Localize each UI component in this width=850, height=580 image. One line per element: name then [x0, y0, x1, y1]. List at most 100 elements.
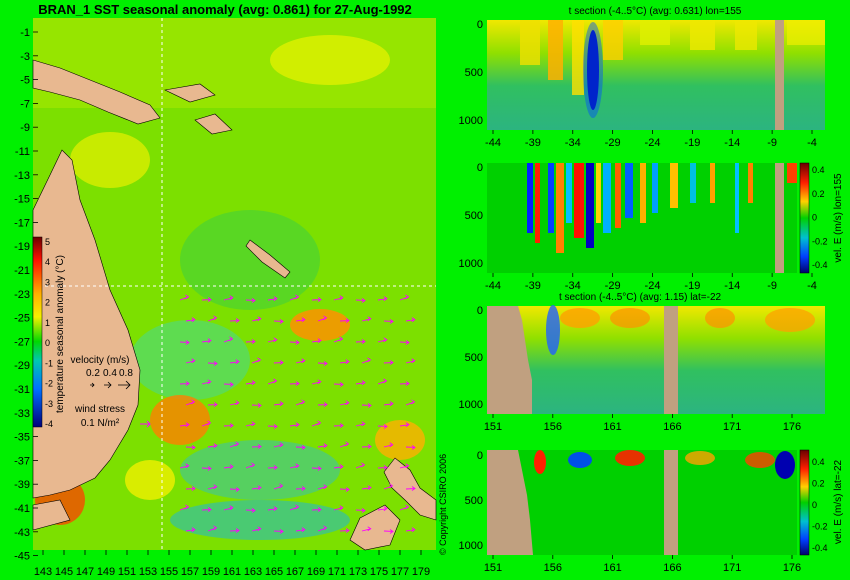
y-tick-label: 500	[465, 352, 483, 364]
wind-arrow	[179, 463, 190, 469]
wind-arrow	[245, 339, 256, 344]
x-tick-label: 156	[544, 421, 562, 433]
colorbar-tick: -0.2	[812, 236, 828, 246]
wind-arrow	[185, 317, 196, 323]
wind-arrow	[273, 360, 284, 365]
wind-arrow	[229, 528, 240, 533]
map-colorbar-tick: 5	[45, 237, 50, 247]
panel4-colorbar	[799, 449, 810, 556]
lon-tick-label: 153	[139, 566, 157, 578]
wind-arrow	[185, 486, 196, 491]
wind-arrow	[207, 315, 218, 322]
wind-arrow	[201, 379, 212, 385]
y-tick-label: 0	[477, 162, 483, 174]
wind-arrow	[245, 462, 256, 469]
velocity-legend-title: velocity (m/s)	[71, 355, 130, 366]
map-colorbar-tick: -1	[45, 358, 53, 368]
lon-tick-label: 163	[244, 566, 262, 578]
wind-arrow	[295, 317, 306, 323]
wind-arrow	[179, 504, 190, 511]
wind-arrow	[245, 421, 256, 427]
y-tick-label: 1000	[459, 540, 483, 552]
x-tick-label: 166	[663, 421, 681, 433]
wind-arrow	[273, 442, 284, 448]
wind-arrow	[289, 463, 300, 469]
lon-tick-label: 179	[412, 566, 430, 578]
lat-tick-label: -11	[15, 146, 30, 158]
panel2-colorbar	[799, 162, 810, 274]
wind-arrow	[383, 442, 394, 448]
wind-arrow	[251, 357, 262, 364]
wind-arrow	[355, 421, 366, 427]
x-tick-label: 151	[484, 562, 502, 574]
lon-tick-label: 173	[349, 566, 367, 578]
lat-tick-label: -23	[14, 289, 30, 301]
velocity-legend-v3: 0.8	[119, 368, 133, 379]
wind-arrow	[229, 487, 240, 492]
lat-tick-label: -21	[14, 265, 30, 277]
map-colorbar-tick: 0	[45, 338, 50, 348]
colorbar-tick: 0.4	[812, 165, 825, 175]
wind-arrow	[377, 424, 388, 429]
wind-arrow	[355, 380, 366, 386]
x-tick-label: 176	[783, 421, 801, 433]
wind-arrow	[229, 441, 240, 448]
wind-arrow	[339, 528, 350, 533]
lat-tick-label: -33	[14, 408, 30, 420]
wind-arrow	[251, 316, 262, 322]
wind-arrow	[355, 339, 366, 344]
lat-tick-label: -29	[14, 360, 30, 372]
wind-arrow	[339, 318, 350, 323]
wind-arrow	[295, 358, 306, 364]
x-tick-label: -4	[807, 137, 817, 149]
wind-arrow	[295, 399, 306, 406]
wind-arrow	[377, 378, 388, 385]
wind-arrow	[179, 381, 190, 386]
wind-legend-value: 0.1 N/m²	[81, 418, 120, 429]
wind-arrow	[399, 422, 410, 428]
wind-arrow	[289, 294, 300, 301]
wind-arrow	[361, 444, 372, 449]
lat-tick-label: -5	[20, 75, 30, 87]
map-colorbar-tick: 3	[45, 277, 50, 287]
panel2-colorbar-ticks: 0.4 0.2 0 -0.2 -0.4	[812, 165, 828, 270]
wind-arrow	[185, 399, 196, 406]
x-tick-label: 176	[783, 562, 801, 574]
wind-arrow	[229, 400, 240, 406]
lat-tick-label: -37	[14, 455, 30, 467]
sst-map	[32, 18, 437, 551]
wind-arrow	[339, 441, 350, 448]
lat-tick-label: -13	[14, 170, 30, 182]
wind-arrow	[245, 298, 256, 303]
wind-arrow	[185, 527, 196, 533]
wind-arrow	[251, 526, 262, 532]
wind-stress-arrows	[179, 294, 416, 534]
wind-arrow	[383, 401, 394, 407]
lon-tick-label: 159	[202, 566, 220, 578]
map-title: BRAN_1 SST seasonal anomaly (avg: 0.861)…	[38, 2, 412, 17]
lat-tick-label: -7	[20, 98, 30, 110]
x-tick-label: 156	[544, 562, 562, 574]
lat-tick-label: -3	[20, 51, 30, 63]
wind-arrow	[295, 445, 306, 450]
wind-arrow	[339, 487, 350, 492]
wind-arrow	[251, 444, 262, 449]
lat-tick-label: -31	[14, 384, 30, 396]
wind-arrow	[273, 319, 284, 324]
wind-legend-arrow-icon	[140, 420, 151, 428]
wind-arrow	[405, 358, 416, 364]
wind-arrow	[251, 485, 262, 491]
colorbar-tick: 0.4	[812, 457, 825, 467]
wind-arrow	[399, 504, 410, 511]
x-tick-label: 166	[663, 562, 681, 574]
y-tick-label: 500	[465, 67, 483, 79]
wind-arrow	[201, 507, 212, 512]
x-tick-label: -44	[485, 280, 501, 292]
lat-tick-label: -45	[14, 551, 30, 563]
colorbar-tick: 0	[812, 500, 817, 510]
wind-arrow	[361, 485, 372, 491]
panel3-ticks: 151 156 161 166 171 176 0 500 1000	[459, 305, 802, 433]
wind-arrow	[229, 359, 240, 365]
lon-tick-label: 167	[286, 566, 304, 578]
